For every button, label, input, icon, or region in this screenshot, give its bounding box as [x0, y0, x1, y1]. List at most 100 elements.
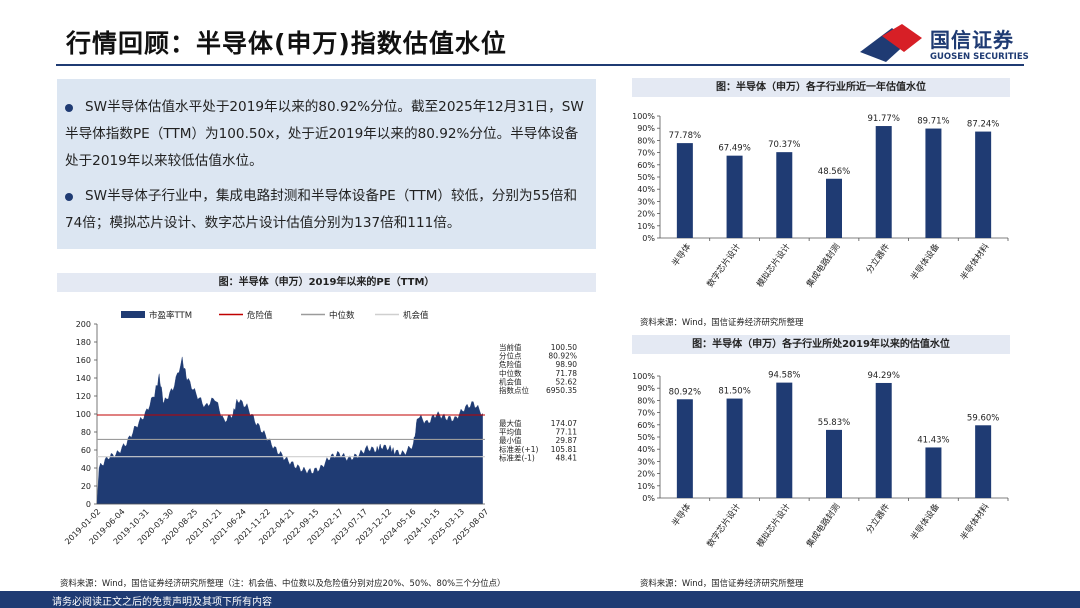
footer-bar: 请务必阅读正文之后的免责声明及其项下所有内容 [0, 591, 1080, 608]
y-tick-label: 100% [632, 112, 655, 121]
bullet-dot-icon [65, 193, 73, 201]
y-tick-label: 100% [632, 372, 655, 381]
stat-value: 80.92% [548, 352, 577, 361]
bar-value-label: 77.78% [669, 131, 701, 141]
stat-value: 48.41 [556, 453, 578, 462]
category-label: 模拟芯片设计 [754, 241, 793, 289]
y-tick-label: 40 [81, 464, 91, 473]
page-title: 行情回顾：半导体(申万)指数估值水位 [66, 29, 507, 58]
summary-bullet-2-text: SW半导体子行业中，集成电路封测和半导体设备PE（TTM）较低，分别为55倍和7… [65, 188, 578, 231]
recent-year-chart-title: 图：半导体（申万）各子行业所近一年估值水位 [632, 78, 1010, 97]
bar [826, 178, 842, 238]
bar [826, 429, 842, 498]
summary-bullet-1: SW半导体估值水平处于2019年以来的80.92%分位。截至2025年12月31… [65, 94, 590, 175]
pe-chart-title: 图：半导体（申万）2019年以来的PE（TTM） [57, 273, 596, 292]
stat-value: 52.62 [556, 377, 578, 386]
summary-bullet-1-text: SW半导体估值水平处于2019年以来的80.92%分位。截至2025年12月31… [65, 99, 584, 169]
category-label: 半导体设备 [908, 501, 942, 543]
category-label: 分立器件 [864, 501, 893, 536]
stat-label: 机会值 [499, 376, 522, 386]
bar-value-label: 80.92% [669, 387, 701, 397]
bar-value-label: 67.49% [718, 144, 750, 154]
category-label: 集成电路封测 [804, 241, 842, 289]
bar [875, 126, 892, 238]
y-tick-label: 160 [76, 356, 91, 365]
stat-label: 中位数 [499, 368, 522, 378]
bar-value-label: 94.58% [768, 371, 800, 381]
pe-area-series [96, 356, 483, 505]
recent-year-valuation-chart: 0% 10% 20% 30% 40% 50% 60% 70% 80% 90% 100% 77.78% 半… [632, 112, 1009, 290]
bar-value-label: 81.50% [718, 387, 750, 397]
bar-value-label: 55.83% [818, 418, 850, 428]
stat-value: 77.11 [556, 428, 578, 437]
stat-label: 最小值 [499, 435, 522, 445]
y-tick-label: 10% [637, 482, 655, 491]
bar-value-label: 89.71% [917, 117, 949, 127]
y-tick-label: 30% [637, 457, 655, 466]
logo-mark-icon [860, 24, 922, 62]
y-tick-label: 40% [637, 185, 655, 194]
stat-label: 最大值 [499, 418, 522, 428]
stat-label: 指数点位 [499, 385, 529, 395]
bar [776, 382, 793, 498]
category-label: 半导体材料 [958, 241, 992, 283]
category-label: 模拟芯片设计 [754, 501, 793, 549]
bar-value-label: 94.29% [868, 371, 900, 381]
category-label: 集成电路封测 [804, 501, 842, 549]
y-tick-label: 60% [637, 421, 655, 430]
y-tick-label: 80% [637, 136, 655, 145]
stat-value: 100.50 [551, 343, 577, 352]
stat-label: 标准差(-1) [499, 452, 535, 462]
pe-chart-source: 资料来源：Wind，国信证券经济研究所整理（注：机会值、中位数以及危险值分别对应… [60, 578, 506, 588]
stat-value: 71.78 [556, 369, 578, 378]
y-tick-label: 200 [76, 320, 91, 329]
category-label: 数字芯片设计 [705, 501, 744, 549]
bullet-dot-icon [65, 104, 73, 112]
legend-swatch [121, 311, 145, 318]
bar [676, 399, 693, 498]
since-2019-chart-source: 资料来源：Wind，国信证券经济研究所整理 [640, 578, 804, 588]
category-label: 数字芯片设计 [705, 241, 744, 289]
y-tick-label: 0% [642, 234, 655, 243]
company-logo: 国信证券 GUOSEN SECURITIES [858, 22, 1033, 66]
bar-value-label: 70.37% [768, 140, 800, 150]
y-tick-label: 80 [81, 428, 91, 437]
legend-label: 中位数 [329, 310, 355, 321]
y-tick-label: 80% [637, 396, 655, 405]
legend-label: 市盈率TTM [149, 310, 192, 321]
stat-label: 平均值 [499, 427, 522, 437]
y-tick-label: 70% [637, 409, 655, 418]
y-tick-label: 20% [637, 470, 655, 479]
summary-panel: SW半导体估值水平处于2019年以来的80.92%分位。截至2025年12月31… [57, 79, 596, 249]
bar [925, 447, 942, 498]
bar-value-label: 91.77% [868, 114, 900, 124]
logo-text-en: GUOSEN SECURITIES [930, 52, 1029, 62]
recent-year-chart-source: 资料来源：Wind，国信证券经济研究所整理 [640, 317, 804, 327]
bar [676, 143, 693, 238]
category-label: 分立器件 [864, 241, 893, 276]
bar-value-label: 41.43% [917, 435, 949, 445]
pe-ttm-chart: 0204060801001201401601802002019-01-02201… [63, 310, 578, 546]
category-label: 半导体设备 [908, 241, 942, 283]
bar [726, 155, 743, 238]
y-tick-label: 30% [637, 197, 655, 206]
category-label: 半导体材料 [958, 501, 992, 543]
bar [875, 382, 892, 498]
bar-value-label: 59.60% [967, 413, 999, 423]
category-label: 半导体 [670, 501, 694, 529]
since-2019-valuation-chart: 0% 10% 20% 30% 40% 50% 60% 70% 80% 90% 100% 80.92% 半… [632, 371, 1009, 550]
stat-value: 29.87 [556, 436, 578, 445]
y-tick-label: 60 [81, 446, 91, 455]
legend-label: 危险值 [247, 310, 273, 321]
y-tick-label: 20 [81, 482, 91, 491]
bar [776, 152, 793, 238]
stat-value: 98.90 [556, 360, 578, 369]
y-tick-label: 40% [637, 445, 655, 454]
y-tick-label: 100 [76, 410, 91, 419]
y-tick-label: 70% [637, 149, 655, 158]
logo-text-cn: 国信证券 [930, 28, 1014, 52]
stat-label: 标准差(+1) [499, 444, 538, 454]
stat-label: 分位点 [499, 351, 522, 361]
y-tick-label: 140 [76, 374, 91, 383]
footer-disclaimer: 请务必阅读正文之后的免责声明及其项下所有内容 [52, 597, 272, 608]
